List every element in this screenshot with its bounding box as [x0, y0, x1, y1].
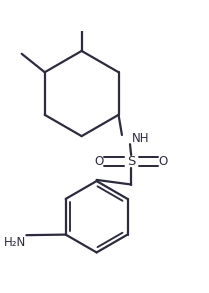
- Text: O: O: [159, 155, 168, 168]
- Text: S: S: [127, 155, 135, 168]
- Text: O: O: [94, 155, 103, 168]
- Text: H₂N: H₂N: [4, 236, 26, 248]
- Text: NH: NH: [132, 132, 150, 145]
